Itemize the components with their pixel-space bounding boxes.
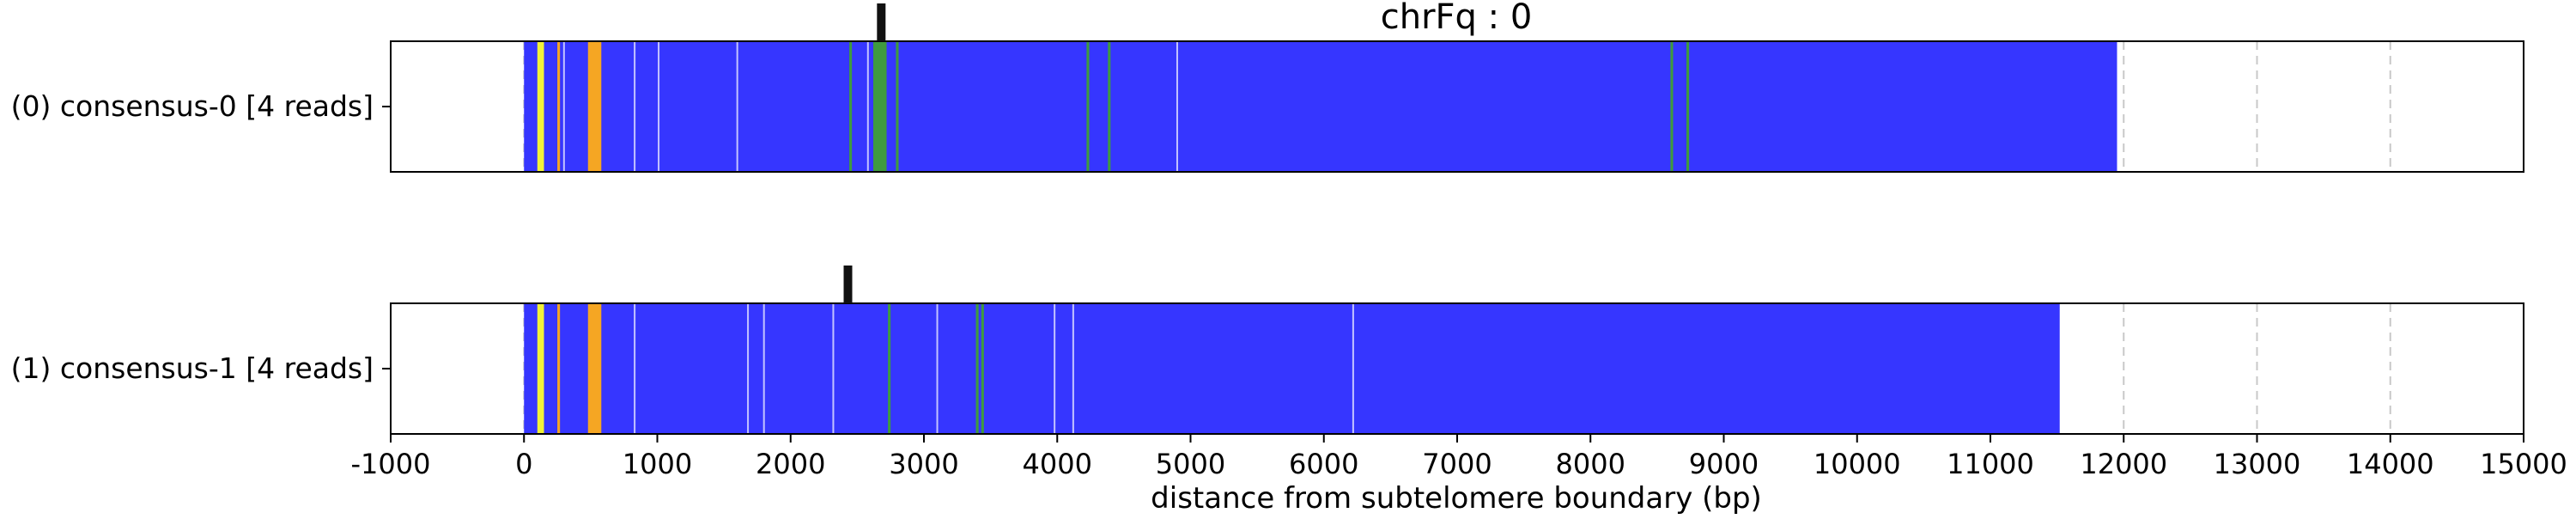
track-segment-orange <box>587 303 602 434</box>
x-tick-label: 13000 <box>2214 448 2301 480</box>
track-segment-green <box>888 303 891 434</box>
track-segment-orange <box>587 41 602 172</box>
track-marker <box>877 3 886 41</box>
x-tick-label: -1000 <box>351 448 431 480</box>
x-tick-label: 4000 <box>1023 448 1092 480</box>
x-tick-label: 12000 <box>2080 448 2167 480</box>
x-tick-label: 11000 <box>1947 448 2034 480</box>
x-tick-label: 14000 <box>2347 448 2434 480</box>
track-label: (1) consensus-1 [4 reads] <box>11 351 374 385</box>
x-tick-label: 3000 <box>889 448 958 480</box>
track-segment-green <box>873 41 887 172</box>
x-tick-label: 2000 <box>756 448 825 480</box>
track-segment-orange <box>557 41 561 172</box>
track-segment-yellow <box>537 303 544 434</box>
track-segment-orange <box>557 303 561 434</box>
x-tick-label: 15000 <box>2480 448 2567 480</box>
track-segment-green <box>896 41 899 172</box>
track-1: (1) consensus-1 [4 reads] <box>11 266 2524 435</box>
x-axis-title: distance from subtelomere boundary (bp) <box>1151 481 1762 516</box>
track-segment-green <box>849 41 853 172</box>
x-tick-label: 9000 <box>1689 448 1759 480</box>
x-tick-label: 8000 <box>1556 448 1625 480</box>
x-tick-label: 7000 <box>1422 448 1492 480</box>
track-segment-yellow <box>537 41 544 172</box>
track-bar <box>524 41 2117 172</box>
track-label: (0) consensus-0 [4 reads] <box>11 89 374 123</box>
track-0: (0) consensus-0 [4 reads] <box>11 3 2524 173</box>
tracks-layer: (0) consensus-0 [4 reads] (1) consensus-1… <box>11 3 2524 435</box>
track-segment-green <box>1108 41 1111 172</box>
x-axis: -1000 0 1000 2000 3000 4000 5000 6000 7000 8000 90… <box>351 434 2567 480</box>
x-tick-label: 1000 <box>623 448 692 480</box>
x-tick-label: 0 <box>515 448 532 480</box>
track-marker <box>843 266 853 303</box>
x-tick-label: 10000 <box>1814 448 1901 480</box>
track-segment-green <box>981 303 984 434</box>
track-segment-green <box>1686 41 1690 172</box>
track-plot-area <box>523 41 2391 172</box>
track-segment-green <box>1670 41 1674 172</box>
track-segment-green <box>1086 41 1090 172</box>
chart-title: chrFq : 0 <box>1381 0 1533 37</box>
track-bar <box>524 303 2060 434</box>
x-tick-label: 5000 <box>1156 448 1225 480</box>
track-segment-green <box>975 303 979 434</box>
x-tick-label: 6000 <box>1289 448 1358 480</box>
track-plot-area <box>523 303 2391 434</box>
